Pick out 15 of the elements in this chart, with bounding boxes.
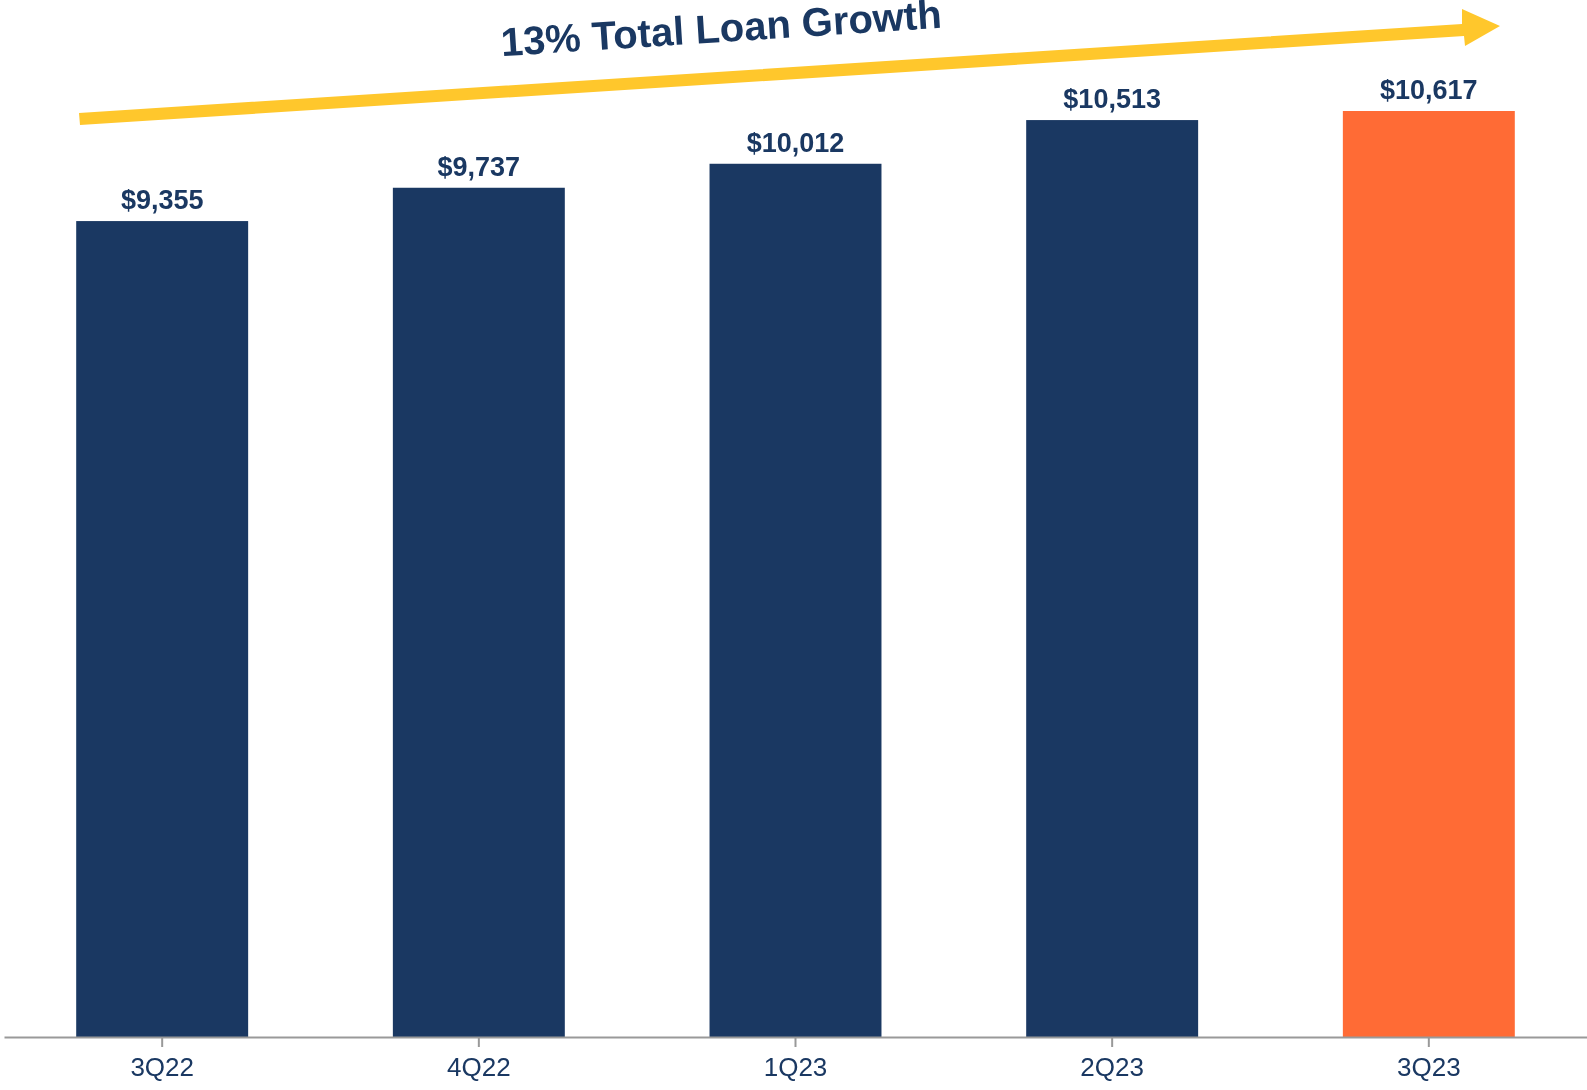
x-tick-label: 2Q23 (1080, 1052, 1144, 1082)
data-label: $10,513 (1063, 84, 1161, 115)
bar (1026, 120, 1199, 1037)
data-label: $9,355 (120, 185, 204, 216)
bar (1342, 111, 1515, 1037)
bar (709, 163, 882, 1037)
bar (76, 221, 249, 1037)
data-label: $10,617 (1380, 75, 1478, 105)
x-tick-label: 1Q23 (763, 1052, 828, 1082)
bar (392, 187, 565, 1037)
x-tick-label: 3Q23 (1397, 1052, 1461, 1082)
data-label: $10,012 (746, 127, 845, 158)
x-tick-label: 4Q22 (447, 1052, 511, 1082)
x-tick-label: 3Q22 (130, 1052, 194, 1082)
data-label: $9,737 (437, 151, 521, 182)
